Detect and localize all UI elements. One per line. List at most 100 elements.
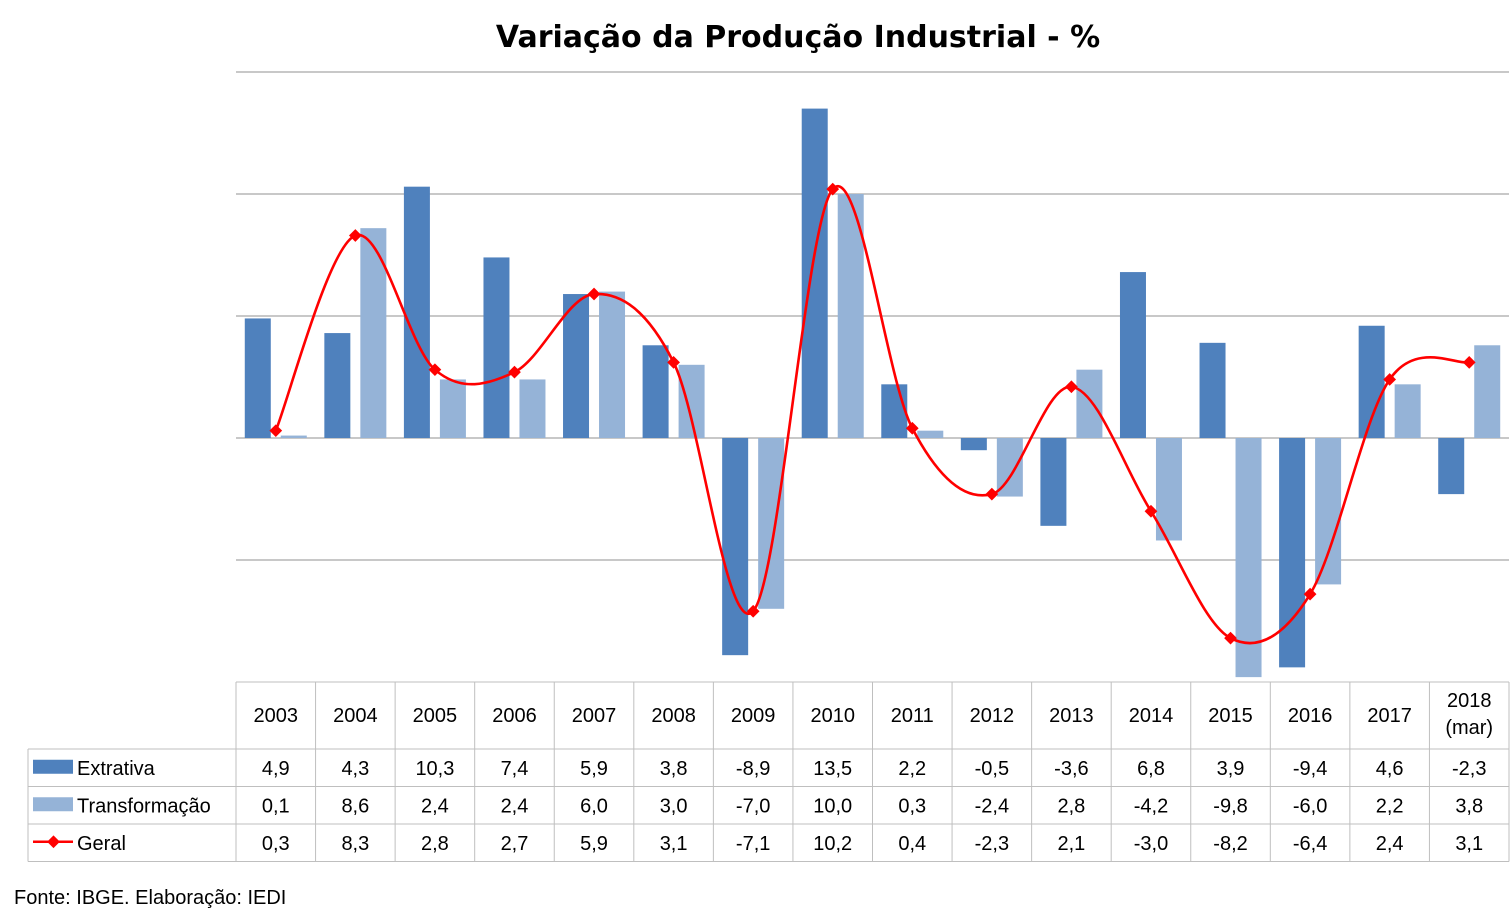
- bar-transformacao: [758, 438, 785, 609]
- table-cell: 3,8: [1455, 795, 1483, 817]
- geral-marker: [269, 424, 283, 438]
- x-tick-label: 2013: [1049, 705, 1094, 727]
- bar-extrativa: [1279, 438, 1306, 668]
- geral-marker: [905, 421, 919, 435]
- table-cell: 10,3: [415, 758, 454, 780]
- table-cell: 4,3: [341, 758, 369, 780]
- x-tick-label: 2015: [1208, 705, 1253, 727]
- table-cell: 7,4: [501, 758, 529, 780]
- bar-extrativa: [244, 318, 271, 438]
- x-tick-label: 2006: [492, 705, 537, 727]
- table-cell: 3,1: [660, 833, 688, 855]
- x-tick-label: 2005: [413, 705, 458, 727]
- table-cell: 0,3: [898, 795, 926, 817]
- x-tick-label: (mar): [1445, 717, 1493, 739]
- bar-transformacao: [280, 435, 307, 438]
- geral-marker: [428, 363, 442, 377]
- legend-label: Geral: [77, 833, 126, 855]
- data-table: 2003 2004 2005 2006 2007 2008 2009 2010 2011 2012…: [27, 681, 1510, 862]
- x-tick-label: 2010: [810, 705, 855, 727]
- table-cell: 4,6: [1376, 758, 1404, 780]
- bar-transformacao: [1235, 438, 1262, 678]
- geral-marker: [1303, 587, 1317, 601]
- table-cell: 3,8: [660, 758, 688, 780]
- table-cell: 2,7: [501, 833, 529, 855]
- geral-marker: [667, 355, 680, 369]
- x-tick-label: 2018: [1447, 690, 1492, 712]
- legend-swatch-0: [33, 759, 73, 774]
- table-cell: 4,9: [262, 758, 290, 780]
- bar-extrativa: [324, 333, 351, 438]
- table-cell: 10,0: [813, 795, 852, 817]
- bar-extrativa: [960, 438, 987, 451]
- table-cell: -9,4: [1293, 758, 1327, 780]
- table-cell: 2,4: [1376, 833, 1404, 855]
- table-cell: -8,9: [736, 758, 770, 780]
- geral-marker: [1462, 355, 1476, 369]
- bar-extrativa: [563, 294, 590, 438]
- table-cell: 5,9: [580, 833, 608, 855]
- geral-marker: [508, 365, 521, 379]
- legend-swatch-1: [33, 797, 73, 812]
- bar-extrativa: [483, 257, 510, 438]
- table-cell: -6,0: [1293, 795, 1327, 817]
- table-cell: -9,8: [1213, 795, 1247, 817]
- x-tick-label: 2009: [731, 705, 776, 727]
- table-cell: 3,9: [1217, 758, 1245, 780]
- table-cell: -2,4: [975, 795, 1009, 817]
- table-cell: 13,5: [813, 758, 852, 780]
- bars: [244, 108, 1501, 678]
- table-cell: 0,1: [262, 795, 290, 817]
- legend-label: Extrativa: [77, 758, 156, 780]
- bar-transformacao: [1315, 438, 1342, 585]
- table-cell: 2,8: [421, 833, 449, 855]
- table-cell: -3,6: [1054, 758, 1088, 780]
- chart-title: Variação da Produção Industrial - %: [496, 20, 1100, 55]
- table-cell: -8,2: [1213, 833, 1247, 855]
- source-note: Fonte: IBGE. Elaboração: IEDI: [14, 887, 286, 909]
- table-cell: -7,0: [736, 795, 770, 817]
- bar-transformacao: [1155, 438, 1182, 541]
- x-tick-label: 2016: [1288, 705, 1333, 727]
- x-tick-label: 2004: [333, 705, 378, 727]
- table-cell: 2,1: [1058, 833, 1086, 855]
- bar-transformacao: [519, 379, 546, 438]
- x-tick-label: 2003: [254, 705, 299, 727]
- table-cell: 2,8: [1058, 795, 1086, 817]
- bar-transformacao: [917, 430, 944, 438]
- bar-extrativa: [642, 345, 669, 438]
- table-cell: 6,0: [580, 795, 608, 817]
- x-tick-label: 2017: [1367, 705, 1412, 727]
- bar-extrativa: [881, 384, 908, 438]
- bar-transformacao: [599, 291, 626, 438]
- x-tick-label: 2007: [572, 705, 617, 727]
- geral-marker: [587, 287, 601, 301]
- bar-extrativa: [403, 186, 430, 438]
- bar-transformacao: [1394, 384, 1421, 438]
- x-tick-label: 2008: [651, 705, 696, 727]
- geral-marker: [1065, 380, 1078, 394]
- bar-transformacao: [439, 379, 466, 438]
- table-cell: 2,2: [898, 758, 926, 780]
- geral-marker: [985, 487, 999, 501]
- table-cell: 2,2: [1376, 795, 1404, 817]
- table-cell: -2,3: [975, 833, 1009, 855]
- x-tick-label: 2011: [891, 705, 934, 727]
- table-cell: -4,2: [1134, 795, 1168, 817]
- bar-extrativa: [1199, 342, 1226, 438]
- table-cell: -3,0: [1134, 833, 1168, 855]
- legend-label: Transformação: [77, 795, 211, 817]
- bar-transformacao: [1076, 369, 1103, 438]
- table-cell: 3,0: [660, 795, 688, 817]
- table-cell: 8,3: [341, 833, 369, 855]
- x-tick-label: 2012: [970, 705, 1015, 727]
- table-cell: 2,4: [421, 795, 449, 817]
- geral-line-path: [274, 184, 1470, 645]
- table-cell: 10,2: [813, 833, 852, 855]
- table-cell: 0,3: [262, 833, 290, 855]
- bar-extrativa: [1119, 272, 1146, 438]
- table-cell: -2,3: [1452, 758, 1486, 780]
- table-cell: 2,4: [501, 795, 529, 817]
- table-cell: -7,1: [736, 833, 770, 855]
- bar-transformacao: [837, 194, 864, 438]
